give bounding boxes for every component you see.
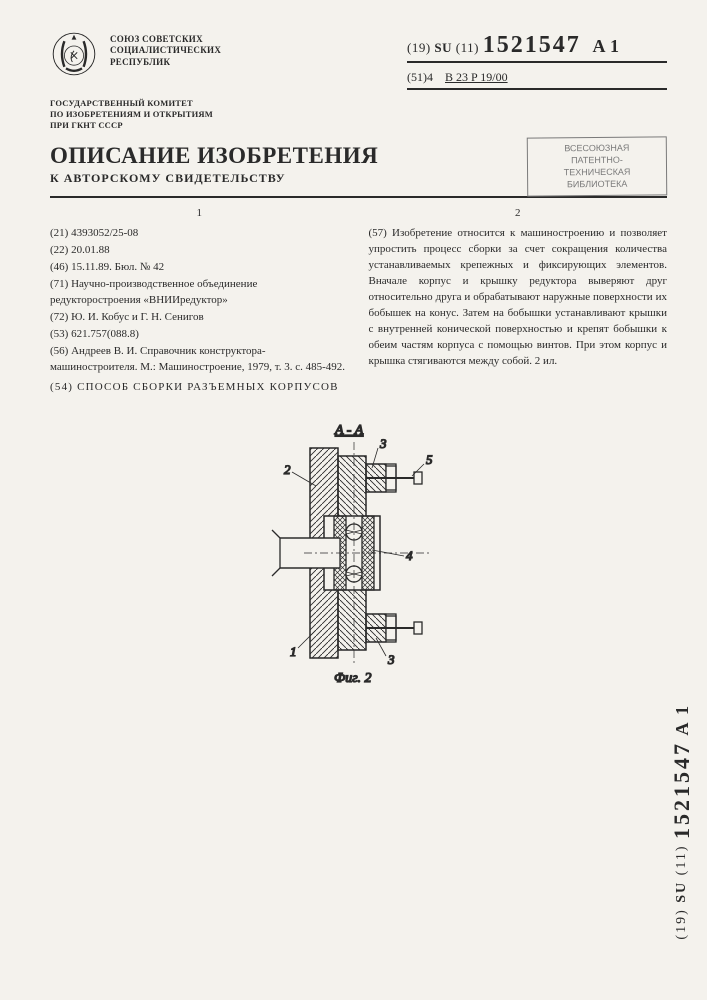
library-stamp: ВСЕСОЮЗНАЯ ПАТЕНТНО-ТЕХНИЧЕСКАЯ БИБЛИОТЕ… xyxy=(527,137,668,197)
ussr-emblem-icon xyxy=(50,30,98,78)
side-11: (11) xyxy=(674,845,689,876)
side-19: (19) xyxy=(674,909,689,940)
field-54: (54) СПОСОБ СБОРКИ РАЗЪЕМНЫХ КОРПУСОВ xyxy=(50,380,349,396)
svg-text:4: 4 xyxy=(406,548,413,563)
col-number: 2 xyxy=(369,206,668,222)
ipc-code: B 23 P 19/00 xyxy=(445,70,508,84)
committee-label: ГОСУДАРСТВЕННЫЙ КОМИТЕТ ПО ИЗОБРЕТЕНИЯМ … xyxy=(50,98,230,131)
field-71: (71) Научно-производственное объединение… xyxy=(50,277,349,309)
field-11-prefix: (11) xyxy=(456,40,479,55)
pub-line-2: (51)4 B 23 P 19/00 xyxy=(407,67,667,90)
side-country: SU xyxy=(674,881,689,903)
col-number: 1 xyxy=(50,206,349,222)
pub-country: SU xyxy=(434,40,452,55)
patent-page: СОЮЗ СОВЕТСКИХ СОЦИАЛИСТИЧЕСКИХ РЕСПУБЛИ… xyxy=(0,0,707,1000)
field-57-abstract: (57) Изобретение относится к машинострое… xyxy=(369,226,668,369)
column-1: 1 (21) 4393052/25-08 (22) 20.01.88 (46) … xyxy=(50,206,349,396)
figure-2-drawing: A - A xyxy=(250,420,470,690)
svg-text:5: 5 xyxy=(426,452,433,467)
ipc-prefix: (51)4 xyxy=(407,70,433,84)
pub-number: 1521547 xyxy=(483,32,581,58)
pub-line-1: (19) SU (11) 1521547 A 1 xyxy=(407,32,667,63)
field-22: (22) 20.01.88 xyxy=(50,243,349,259)
svg-text:3: 3 xyxy=(379,436,387,451)
svg-text:3: 3 xyxy=(387,652,395,667)
title-block: ОПИСАНИЕ ИЗОБРЕТЕНИЯ К АВТОРСКОМУ СВИДЕТ… xyxy=(50,143,667,186)
column-2: 2 (57) Изобретение относится к машиностр… xyxy=(369,206,668,396)
union-label: СОЮЗ СОВЕТСКИХ СОЦИАЛИСТИЧЕСКИХ РЕСПУБЛИ… xyxy=(110,30,230,68)
stamp-line: БИБЛИОТЕКА xyxy=(538,178,656,191)
field-19-prefix: (19) xyxy=(407,40,431,55)
field-56: (56) Андреев В. И. Справочник конструкто… xyxy=(50,344,349,376)
pub-kind: A 1 xyxy=(592,36,619,56)
field-21: (21) 4393052/25-08 xyxy=(50,226,349,242)
svg-text:2: 2 xyxy=(284,462,291,477)
field-46: (46) 15.11.89. Бюл. № 42 xyxy=(50,260,349,276)
side-kind: A 1 xyxy=(672,704,692,736)
field-53: (53) 621.757(088.8) xyxy=(50,327,349,343)
side-number: 1521547 xyxy=(669,741,694,839)
divider xyxy=(50,196,667,198)
publication-code-block: (19) SU (11) 1521547 A 1 (51)4 B 23 P 19… xyxy=(407,30,667,90)
bibliographic-columns: 1 (21) 4393052/25-08 (22) 20.01.88 (46) … xyxy=(50,206,667,396)
header-top-row: СОЮЗ СОВЕТСКИХ СОЦИАЛИСТИЧЕСКИХ РЕСПУБЛИ… xyxy=(50,30,667,90)
field-72: (72) Ю. И. Кобус и Г. Н. Сенигов xyxy=(50,310,349,326)
stamp-line: ПАТЕНТНО-ТЕХНИЧЕСКАЯ xyxy=(538,154,656,179)
figure-caption: Фиг. 2 xyxy=(334,671,372,686)
side-publication-code: (19) SU (11) 1521547 A 1 xyxy=(669,704,695,940)
svg-text:1: 1 xyxy=(290,644,297,659)
section-label: A - A xyxy=(334,423,364,438)
figure-area: A - A xyxy=(50,420,667,700)
